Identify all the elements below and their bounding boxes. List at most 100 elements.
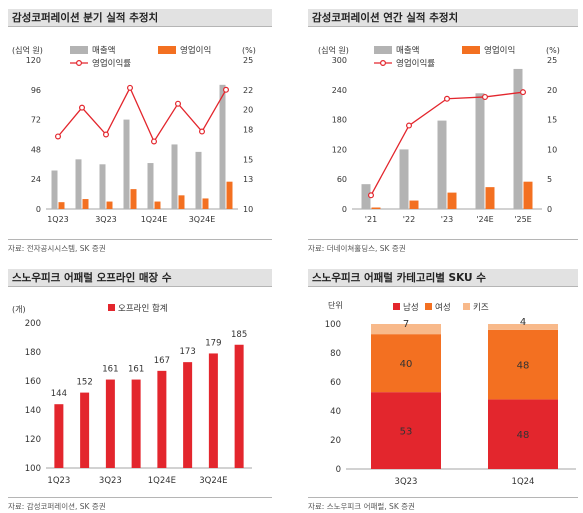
offline-stores-chart: (개) 100 120 140 160 180 200 144 152 161 161 167 173 1… [12, 303, 252, 486]
store-count-bar [183, 362, 193, 468]
legend-swatch-2 [463, 303, 470, 310]
x-tick-label: 3Q23 [95, 215, 117, 224]
y-left-tick-label: 140 [25, 406, 41, 416]
legend-label-1: 여성 [435, 302, 451, 313]
x-tick-label: 3Q24E [189, 215, 216, 224]
operating-profit-bar [154, 201, 161, 209]
legend-swatch-margin-marker [75, 60, 82, 67]
store-count-bar [105, 379, 115, 468]
y-right-tick-label: 25 [547, 56, 557, 65]
sales-bar [437, 120, 447, 209]
panel-source: 자료: 스노우피크 어패럴, SK 증권 [308, 502, 415, 511]
y-right-tick-label: 5 [547, 175, 552, 184]
y-right-tick-label: 25 [243, 56, 253, 65]
operating-margin-point [444, 95, 451, 102]
sales-bar [361, 184, 371, 209]
y-left-tick-label: 60 [330, 378, 341, 388]
sku-data-label: 40 [400, 359, 413, 370]
operating-profit-bar [82, 199, 89, 209]
y-left-tick-label: 100 [325, 320, 341, 330]
sku-data-label: 4 [520, 317, 526, 328]
y-left-tick-label: 48 [31, 145, 41, 154]
y-right-tick-label: 15 [243, 155, 253, 164]
operating-margin-point [482, 93, 489, 100]
store-count-bar [80, 392, 90, 468]
y-left-tick-label: 0 [36, 205, 41, 214]
operating-margin-point [54, 133, 61, 140]
y-right-tick-label: 15 [547, 116, 557, 125]
y-right-tick-label: 20 [547, 86, 557, 95]
y-left-tick-label: 180 [332, 116, 347, 125]
x-tick-label: '25E [514, 215, 531, 224]
operating-margin-point [102, 131, 109, 138]
y-left-tick-label: 96 [31, 86, 41, 95]
operating-profit-bar [371, 207, 381, 209]
x-tick-label: 1Q23 [47, 215, 69, 224]
operating-profit-bar [178, 195, 185, 209]
store-count-data-label: 173 [180, 347, 196, 357]
panel-source: 자료: 더네이쳐홀딩스, SK 증권 [308, 244, 406, 253]
left-axis-unit: (개) [12, 304, 26, 314]
store-count-data-label: 179 [205, 338, 221, 348]
x-tick-label: '23 [441, 215, 453, 224]
y-left-tick-label: 40 [330, 407, 341, 417]
y-right-tick-label: 13 [243, 175, 253, 184]
operating-profit-bar [409, 200, 419, 209]
right-axis-unit: (%) [546, 46, 560, 55]
y-left-tick-label: 20 [330, 436, 341, 446]
operating-profit-bar [447, 192, 457, 209]
legend-label-margin: 영업이익률 [92, 58, 131, 69]
y-left-tick-label: 100 [25, 464, 41, 474]
store-count-data-label: 144 [51, 389, 67, 399]
x-tick-label: 1Q24 [512, 477, 535, 487]
x-tick-label: 3Q23 [395, 477, 418, 487]
operating-margin-point [520, 89, 527, 96]
store-count-bar [157, 370, 167, 468]
left-axis-unit: 단위 [328, 300, 343, 310]
sku-data-label: 53 [400, 427, 413, 438]
y-left-tick-label: 24 [31, 175, 41, 184]
panel-title: 감성코퍼레이션 연간 실적 추정치 [308, 9, 578, 27]
sales-bar [99, 164, 106, 209]
panel-source: 자료: 전자공시시스템, SK 증권 [8, 244, 106, 253]
x-tick-label: '24E [476, 215, 493, 224]
legend-label-2: 키즈 [473, 303, 489, 313]
store-count-data-label: 167 [154, 356, 170, 366]
operating-margin-point [175, 100, 182, 107]
sales-bar [219, 84, 226, 209]
store-count-data-label: 152 [77, 378, 93, 388]
operating-profit-bar [58, 202, 65, 209]
right-axis-unit: (%) [242, 46, 256, 55]
panel-sku-by-category: 스노우피크 어패럴 카테고리별 SKU 수 단위 0 20 40 60 80 100 53 40… [308, 269, 578, 513]
sku-segment-1 [488, 329, 558, 400]
sku-by-category-chart: 단위 0 20 40 60 80 100 53 40 7 3Q23 48 48 4 1Q24 남성 여성 키즈 [325, 300, 576, 487]
panel-source: 자료: 감성코퍼레이션, SK 증권 [8, 502, 106, 511]
sku-segment-0 [371, 392, 441, 469]
x-tick-label: '21 [365, 215, 377, 224]
legend-label-sales: 매출액 [92, 45, 115, 56]
operating-profit-bar [130, 189, 137, 209]
sku-data-label: 7 [403, 319, 409, 330]
legend-label-margin: 영업이익률 [396, 58, 435, 69]
legend-label-0: 남성 [403, 303, 419, 313]
operating-margin-point [151, 138, 158, 145]
sales-bar [399, 149, 409, 209]
legend-label-operating-profit: 영업이익 [180, 45, 211, 56]
y-right-tick-label: 0 [547, 205, 552, 214]
y-left-tick-label: 60 [337, 175, 347, 184]
left-axis-unit: (십억 원) [318, 45, 349, 55]
store-count-data-label: 185 [231, 330, 247, 340]
sku-data-label: 48 [517, 430, 530, 441]
operating-profit-bar [226, 181, 233, 209]
y-right-tick-label: 18 [243, 126, 253, 135]
x-tick-label: 3Q24E [199, 476, 227, 486]
operating-profit-bar [106, 201, 113, 209]
store-count-data-label: 161 [102, 365, 118, 375]
sales-bar [75, 159, 82, 209]
sales-bar [171, 144, 178, 209]
y-left-tick-label: 180 [25, 348, 41, 358]
y-left-tick-label: 160 [25, 377, 41, 387]
sales-bar [475, 93, 485, 209]
legend-label-sales: 매출액 [396, 45, 419, 56]
legend-label-operating-profit: 영업이익 [484, 45, 515, 56]
